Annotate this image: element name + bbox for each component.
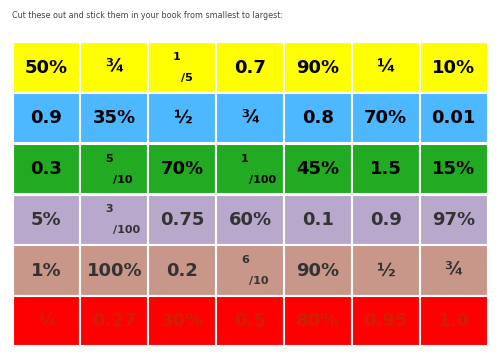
- Polygon shape: [12, 42, 80, 93]
- Polygon shape: [284, 93, 352, 143]
- Text: 0.75: 0.75: [160, 211, 204, 229]
- Polygon shape: [420, 245, 488, 296]
- Polygon shape: [352, 93, 420, 143]
- Text: 5%: 5%: [31, 211, 62, 229]
- Text: 0.2: 0.2: [166, 262, 198, 280]
- Polygon shape: [12, 245, 80, 296]
- Text: 1: 1: [241, 154, 248, 164]
- Text: 1.0: 1.0: [438, 312, 470, 330]
- Text: ¾: ¾: [241, 109, 259, 127]
- Text: /5: /5: [181, 73, 192, 83]
- Polygon shape: [80, 93, 148, 143]
- Polygon shape: [80, 245, 148, 296]
- Polygon shape: [352, 195, 420, 245]
- Text: 0.9: 0.9: [370, 211, 402, 229]
- Polygon shape: [216, 296, 284, 346]
- Polygon shape: [148, 144, 216, 194]
- Text: 70%: 70%: [160, 160, 204, 178]
- Polygon shape: [216, 245, 284, 296]
- Polygon shape: [12, 195, 80, 245]
- Text: 90%: 90%: [296, 262, 340, 280]
- Text: 0.3: 0.3: [30, 160, 62, 178]
- Polygon shape: [420, 195, 488, 245]
- Text: 45%: 45%: [296, 160, 340, 178]
- Polygon shape: [148, 42, 216, 93]
- Text: ¼: ¼: [37, 312, 56, 330]
- Polygon shape: [420, 296, 488, 346]
- Polygon shape: [148, 195, 216, 245]
- Polygon shape: [148, 93, 216, 143]
- Text: 80%: 80%: [296, 312, 340, 330]
- Polygon shape: [284, 245, 352, 296]
- Polygon shape: [284, 42, 352, 93]
- Polygon shape: [352, 144, 420, 194]
- Polygon shape: [148, 296, 216, 346]
- Polygon shape: [420, 144, 488, 194]
- Polygon shape: [216, 42, 284, 93]
- Text: 50%: 50%: [25, 58, 68, 76]
- Text: 0.9: 0.9: [30, 109, 62, 127]
- Polygon shape: [284, 195, 352, 245]
- Polygon shape: [216, 144, 284, 194]
- Text: ½: ½: [376, 262, 395, 280]
- Text: 0.27: 0.27: [92, 312, 136, 330]
- Text: Cut these out and stick them in your book from smallest to largest:: Cut these out and stick them in your boo…: [12, 11, 283, 21]
- Text: 15%: 15%: [432, 160, 475, 178]
- Polygon shape: [284, 296, 352, 346]
- Text: 100%: 100%: [86, 262, 142, 280]
- Polygon shape: [80, 42, 148, 93]
- Text: 6: 6: [241, 255, 248, 265]
- Text: 0.95: 0.95: [364, 312, 408, 330]
- Text: 1.5: 1.5: [370, 160, 402, 178]
- Polygon shape: [80, 144, 148, 194]
- Polygon shape: [12, 144, 80, 194]
- Text: 1: 1: [173, 52, 181, 62]
- Polygon shape: [12, 296, 80, 346]
- Text: /100: /100: [248, 175, 276, 184]
- Text: 10%: 10%: [432, 58, 475, 76]
- Text: /10: /10: [113, 175, 132, 184]
- Text: ¾: ¾: [105, 58, 124, 76]
- Polygon shape: [352, 42, 420, 93]
- Text: 70%: 70%: [364, 109, 408, 127]
- Text: 90%: 90%: [296, 58, 340, 76]
- Text: 60%: 60%: [228, 211, 272, 229]
- Text: ½: ½: [173, 109, 192, 127]
- Polygon shape: [420, 93, 488, 143]
- Text: 97%: 97%: [432, 211, 475, 229]
- Polygon shape: [284, 144, 352, 194]
- Text: 0.7: 0.7: [234, 58, 266, 76]
- Polygon shape: [148, 245, 216, 296]
- Text: 0.1: 0.1: [302, 211, 334, 229]
- Polygon shape: [80, 296, 148, 346]
- Text: /10: /10: [248, 276, 268, 286]
- Text: 3: 3: [106, 204, 113, 214]
- Text: ¼: ¼: [376, 58, 395, 76]
- Polygon shape: [216, 93, 284, 143]
- Text: /100: /100: [113, 225, 140, 235]
- Polygon shape: [80, 195, 148, 245]
- Polygon shape: [12, 93, 80, 143]
- Text: 1%: 1%: [31, 262, 62, 280]
- Text: 0.5: 0.5: [234, 312, 266, 330]
- Polygon shape: [216, 195, 284, 245]
- Text: 35%: 35%: [92, 109, 136, 127]
- Text: 0.8: 0.8: [302, 109, 334, 127]
- Text: 0.01: 0.01: [432, 109, 476, 127]
- Text: ¾: ¾: [444, 262, 463, 280]
- Text: 5: 5: [106, 154, 113, 164]
- Text: 30%: 30%: [160, 312, 204, 330]
- Polygon shape: [352, 245, 420, 296]
- Polygon shape: [352, 296, 420, 346]
- Polygon shape: [420, 42, 488, 93]
